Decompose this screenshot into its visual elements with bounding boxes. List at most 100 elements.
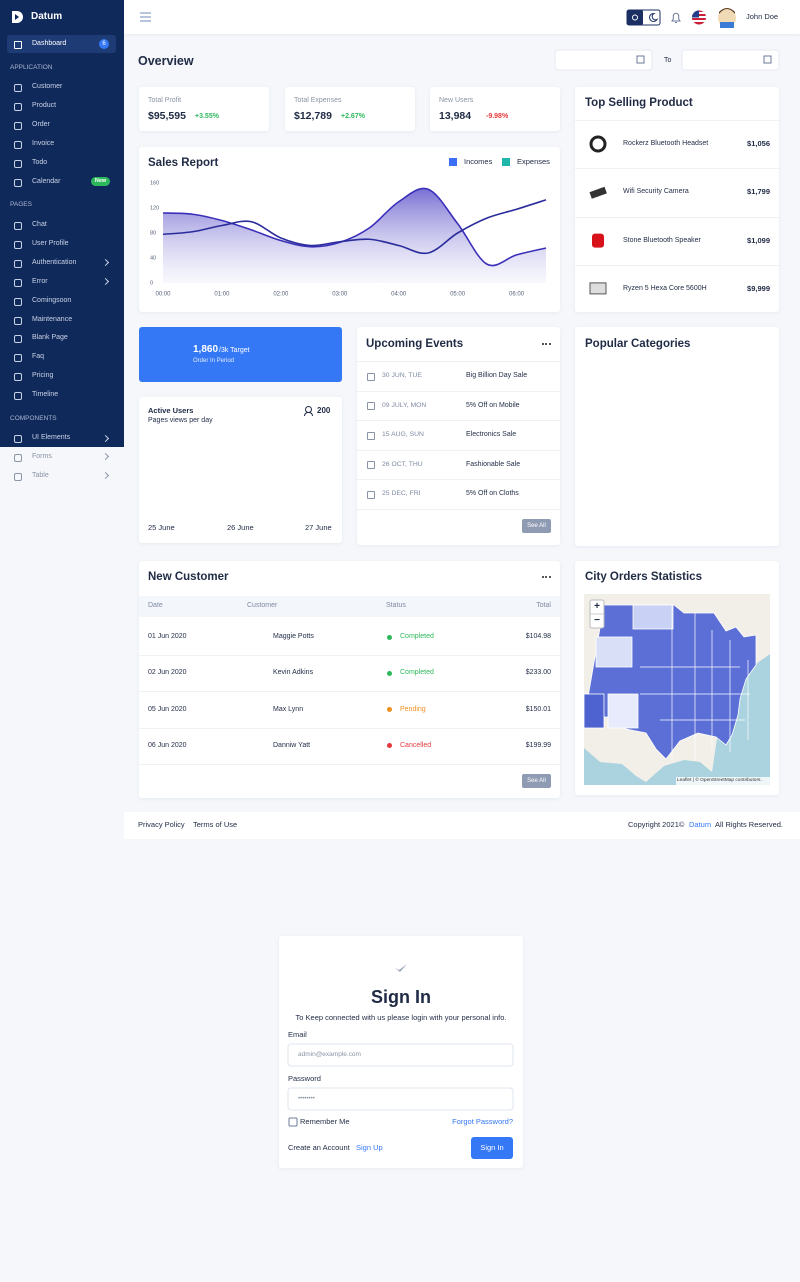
status-text: Cancelled xyxy=(400,741,432,749)
nav-item[interactable]: Calendar xyxy=(32,177,61,185)
map-state xyxy=(595,636,633,668)
row-date: 02 Jun 2020 xyxy=(148,669,187,677)
nav-icon xyxy=(14,102,22,111)
row-total: $104.98 xyxy=(525,633,551,640)
event-date: 26 OCT, THU xyxy=(382,460,423,468)
nav-item[interactable]: Error xyxy=(32,277,48,285)
footer-link[interactable]: Terms of Use xyxy=(193,820,238,829)
bell-icon[interactable] xyxy=(671,12,681,23)
nav-item[interactable]: Chat xyxy=(32,221,47,228)
event-title: Electronics Sale xyxy=(466,431,517,439)
nav-icon xyxy=(14,392,22,401)
card-title: City Orders Statistics xyxy=(585,571,702,583)
nav-item[interactable]: Order xyxy=(32,120,50,128)
nav-item[interactable]: Timeline xyxy=(32,391,59,399)
nav-item[interactable]: Todo xyxy=(32,158,48,166)
signup-link[interactable]: Sign Up xyxy=(356,1143,383,1152)
zoom-out[interactable]: − xyxy=(594,615,600,626)
topbar xyxy=(124,0,800,34)
copyright: Copyright 2021© xyxy=(628,820,685,829)
event-date: 15 AUG, SUN xyxy=(382,431,424,439)
see-all-button[interactable]: See All xyxy=(522,519,551,533)
row-divider xyxy=(575,168,779,170)
event-date: 30 JUN, TUE xyxy=(382,372,422,379)
row-divider xyxy=(357,390,560,392)
copyright: All Rights Reserved. xyxy=(715,820,783,829)
see-all-button[interactable]: See All xyxy=(522,774,551,788)
card-title: New Customer xyxy=(148,571,229,583)
date-separator: To xyxy=(664,57,672,64)
nav-icon xyxy=(14,335,22,344)
target-goal: /3k Target xyxy=(219,347,250,354)
card-subtitle: Pages views per day xyxy=(148,417,213,424)
nav-item[interactable]: Faq xyxy=(32,353,45,361)
more-dots[interactable] xyxy=(542,576,551,580)
email-input[interactable] xyxy=(287,1043,514,1067)
input-placeholder[interactable]: admin@example.com xyxy=(298,1051,361,1058)
card-title: Upcoming Events xyxy=(366,338,464,350)
nav-item[interactable]: User Profile xyxy=(32,239,69,247)
menu-icon[interactable] xyxy=(140,12,151,22)
nav-item[interactable]: Dashboard xyxy=(32,40,67,47)
date-input[interactable] xyxy=(554,49,653,71)
date-input[interactable] xyxy=(681,49,780,71)
nav-item[interactable]: Product xyxy=(32,101,57,109)
nav-item[interactable]: Maintenance xyxy=(32,315,73,323)
footer xyxy=(124,812,800,839)
nav-item[interactable]: Invoice xyxy=(32,139,55,147)
calendar-icon xyxy=(367,461,375,470)
table-header xyxy=(139,596,560,617)
signin-button-label[interactable]: Sign In xyxy=(480,1143,504,1152)
brand-logo xyxy=(12,11,23,23)
remember-label[interactable]: Remember Me xyxy=(300,1117,350,1126)
map[interactable] xyxy=(583,594,770,785)
x-label: 25 June xyxy=(148,523,175,532)
nav-item[interactable]: Authentication xyxy=(32,258,77,266)
customer-name: Maggie Potts xyxy=(273,633,314,640)
column-header: Status xyxy=(386,602,406,609)
input-placeholder[interactable]: •••••••• xyxy=(298,1096,315,1102)
nav-item[interactable]: UI Elements xyxy=(32,434,71,441)
map-attribution: Leaflet | © OpenStreetMap contributors. xyxy=(677,778,762,783)
field-label: Password xyxy=(288,1074,321,1083)
map-borders xyxy=(640,605,750,760)
active-users-card xyxy=(139,397,342,543)
more-dots[interactable] xyxy=(542,343,551,347)
nav-item[interactable]: Blank Page xyxy=(32,334,68,342)
nav-section-title: PAGES xyxy=(10,201,32,208)
row-total: $199.99 xyxy=(525,741,551,749)
stat-label: Total Profit xyxy=(148,97,182,104)
nav-item[interactable]: Comingsoon xyxy=(32,296,72,304)
signin-button[interactable] xyxy=(471,1137,513,1159)
theme-light[interactable] xyxy=(627,10,643,25)
stat-label: New Users xyxy=(439,97,474,104)
row-divider xyxy=(139,691,560,693)
row-divider xyxy=(139,727,560,729)
customer-name: Danniw Yatt xyxy=(273,741,311,749)
footer-brand[interactable]: Datum xyxy=(689,820,712,829)
footer-link[interactable]: Privacy Policy xyxy=(138,820,185,829)
password-input[interactable] xyxy=(287,1087,514,1111)
overview-title: Overview xyxy=(138,54,194,68)
nav-item[interactable]: Customer xyxy=(32,83,63,90)
nav-icon xyxy=(14,316,22,325)
status-text: Pending xyxy=(400,705,426,713)
zoom-in[interactable]: + xyxy=(594,601,600,612)
nav-item[interactable]: Pricing xyxy=(32,372,54,380)
nav-section-title: COMPONENTS xyxy=(10,415,57,422)
brand-name: Datum xyxy=(31,11,63,22)
forgot-link[interactable]: Forgot Password? xyxy=(452,1117,513,1126)
row-total: $150.01 xyxy=(525,705,551,713)
user-name[interactable]: John Doe xyxy=(746,12,779,21)
stat-change: +2.67% xyxy=(341,113,365,120)
map-state xyxy=(632,604,674,630)
calendar-icon xyxy=(636,55,645,64)
nav-icon xyxy=(14,259,22,268)
column-header: Date xyxy=(148,602,163,609)
stat-card xyxy=(139,87,269,131)
nav-item[interactable]: Forms xyxy=(32,452,52,460)
nav-item[interactable]: Table xyxy=(32,471,49,479)
remember-checkbox[interactable] xyxy=(288,1117,298,1127)
top-selling-card xyxy=(575,87,779,312)
user-icon-body xyxy=(304,412,313,416)
